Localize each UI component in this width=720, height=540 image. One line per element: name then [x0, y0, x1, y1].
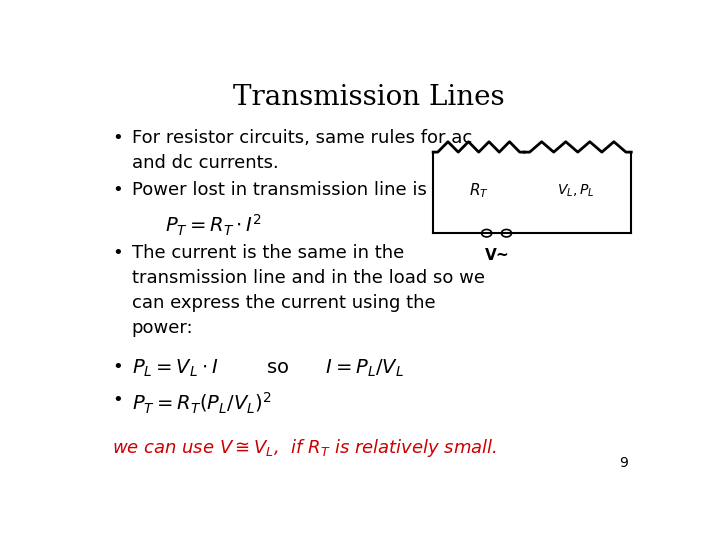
Text: $P_L = V_L \cdot I$        so      $I = P_L/V_L$: $P_L = V_L \cdot I$ so $I = P_L/V_L$ [132, 358, 404, 379]
Text: For resistor circuits, same rules for ac
and dc currents.: For resistor circuits, same rules for ac… [132, 129, 472, 172]
Text: $V_L, P_L$: $V_L, P_L$ [557, 183, 595, 199]
Text: •: • [112, 358, 123, 376]
Text: The current is the same in the
transmission line and in the load so we
can expre: The current is the same in the transmiss… [132, 244, 485, 336]
Circle shape [482, 230, 492, 237]
Text: we can use $V \cong V_L$,  if $R_T$ is relatively small.: we can use $V \cong V_L$, if $R_T$ is re… [112, 437, 498, 459]
Text: Transmission Lines: Transmission Lines [233, 84, 505, 111]
Text: 9: 9 [620, 456, 629, 470]
Text: $P_T= R_T(P_L/V_L)^2$: $P_T= R_T(P_L/V_L)^2$ [132, 391, 271, 416]
Text: $\mathbf{V}$~: $\mathbf{V}$~ [484, 246, 509, 262]
Text: •: • [112, 129, 123, 147]
Text: $P_T = R_T \cdot I^2$: $P_T = R_T \cdot I^2$ [166, 212, 263, 238]
Text: •: • [112, 244, 123, 261]
Text: Power lost in transmission line is: Power lost in transmission line is [132, 181, 427, 199]
Text: •: • [112, 391, 123, 409]
Text: $R_T$: $R_T$ [469, 181, 489, 200]
Text: •: • [112, 181, 123, 199]
Circle shape [501, 230, 511, 237]
